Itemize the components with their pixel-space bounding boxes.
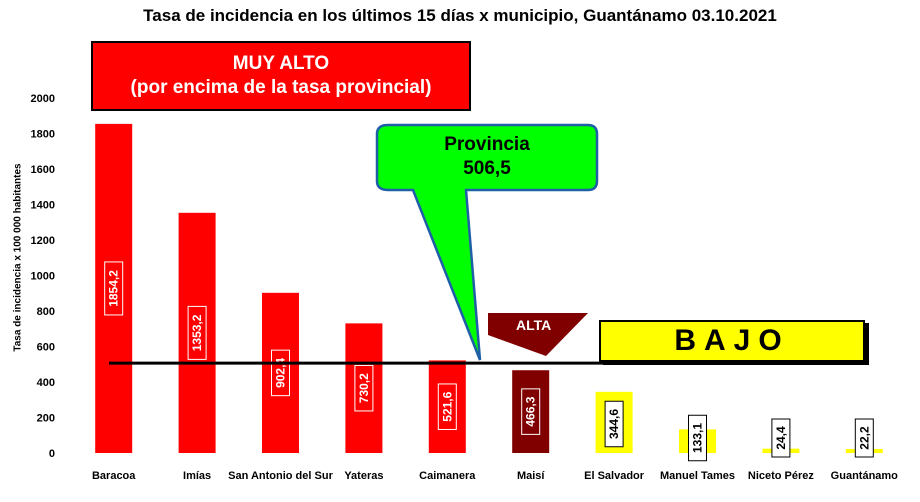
y-axis: 0 200 400 600 800 1000 1200 1400 1600 1800 2000 — [31, 93, 55, 460]
bar — [428, 360, 466, 453]
y-tick-label: 0 — [49, 448, 55, 460]
muy-alto-title: MUY ALTO — [232, 53, 330, 74]
value-label: 1353,2 — [190, 314, 204, 351]
y-tick-label: 600 — [37, 342, 55, 354]
value-label: 902,4 — [274, 358, 288, 388]
value-label: 24,4 — [774, 426, 788, 450]
value-label-box — [604, 400, 624, 448]
muy-alto-box: MUY ALTO (por encima de la tasa provinci… — [91, 41, 471, 111]
value-label: 730,2 — [357, 373, 371, 403]
muy-alto-subtitle: (por encima de la tasa provincial) — [130, 77, 432, 98]
value-label: 344,6 — [607, 409, 621, 439]
value-label: 521,6 — [440, 391, 454, 421]
x-tick-label: Manuel Tames — [660, 470, 735, 482]
y-tick-label: 200 — [37, 413, 55, 425]
value-label: 22,2 — [857, 426, 871, 450]
x-tick-label: Guantánamo — [831, 470, 899, 482]
x-tick-label: El Salvador — [584, 470, 645, 482]
bar — [95, 123, 133, 453]
bar — [178, 212, 216, 453]
value-label-box — [187, 305, 207, 360]
value-label-box — [271, 349, 290, 397]
y-tick-label: 1400 — [31, 200, 55, 212]
provincia-value: 506,5 — [463, 158, 511, 179]
bars-group: 1854,2 1353,2 902,4 730,2 521,6 466,3 344,6 133… — [95, 123, 883, 462]
value-label-box — [437, 383, 457, 430]
value-label-box — [771, 418, 791, 458]
bar — [512, 370, 550, 453]
value-label-box — [521, 388, 541, 435]
value-label-box — [104, 261, 124, 316]
value-label: 1854,2 — [107, 270, 121, 307]
x-tick-label: Yateras — [344, 470, 383, 482]
value-label-box — [688, 414, 707, 462]
x-tick-label: Niceto Pérez — [748, 470, 815, 482]
provincia-callout-text: Provincia 506,5 — [377, 133, 597, 181]
x-tick-label: Caimanera — [419, 470, 476, 482]
y-tick-label: 1800 — [31, 129, 55, 141]
x-tick-label: Maisí — [517, 470, 545, 482]
alta-label: ALTA — [516, 317, 552, 333]
y-tick-label: 800 — [37, 306, 55, 318]
x-tick-label: San Antonio del Sur — [228, 470, 333, 482]
y-tick-label: 400 — [37, 377, 55, 389]
alta-arrow — [488, 313, 588, 356]
x-tick-label: Baracoa — [92, 470, 136, 482]
y-tick-label: 1200 — [31, 235, 55, 247]
y-tick-label: 2000 — [31, 93, 55, 105]
provincia-label: Provincia — [444, 134, 530, 155]
y-tick-label: 1600 — [31, 164, 55, 176]
x-tick-label: Imías — [183, 470, 211, 482]
value-label: 466,3 — [524, 396, 538, 426]
value-label-box — [854, 418, 874, 458]
value-label-box — [354, 364, 374, 412]
bar — [262, 292, 299, 453]
y-tick-label: 1000 — [31, 271, 55, 283]
x-axis-labels: Baracoa Imías San Antonio del Sur Yateras Ca… — [92, 470, 898, 482]
bar — [345, 323, 383, 453]
provincia-callout — [375, 123, 599, 361]
value-label: 133,1 — [691, 423, 705, 453]
bajo-box: BAJO — [599, 320, 865, 362]
callout-bubble — [375, 123, 599, 361]
alta-marker — [488, 313, 588, 356]
chart-title: Tasa de incidencia en los últimos 15 día… — [143, 6, 777, 25]
